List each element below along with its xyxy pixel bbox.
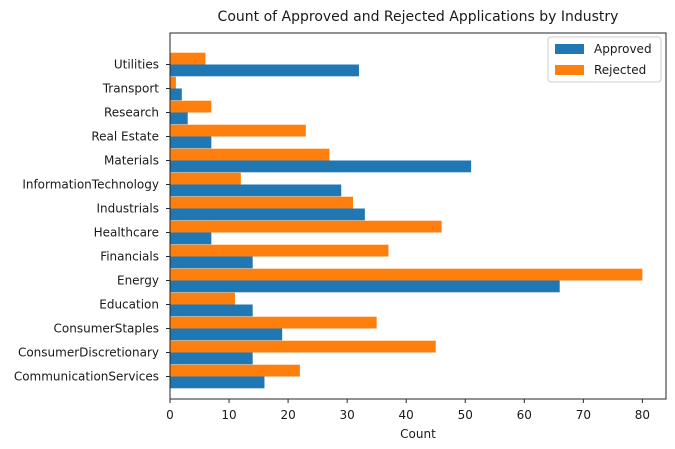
bar-approved-real-estate — [170, 136, 212, 149]
bar-rejected-real-estate — [170, 124, 306, 137]
bar-approved-financials — [170, 256, 253, 269]
x-tick-label: 50 — [458, 408, 473, 422]
x-tick-label: 60 — [517, 408, 532, 422]
y-tick-label: Utilities — [114, 58, 159, 72]
legend-label-rejected: Rejected — [594, 63, 646, 77]
y-tick-label: ConsumerDiscretionary — [18, 346, 159, 360]
bar-approved-industrials — [170, 208, 365, 221]
bar-approved-informationtechnology — [170, 184, 342, 197]
x-tick-label: 80 — [635, 408, 650, 422]
y-tick-label: InformationTechnology — [22, 178, 159, 192]
x-tick-label: 40 — [399, 408, 414, 422]
legend-swatch-rejected — [555, 65, 584, 75]
bar-rejected-education — [170, 292, 235, 305]
y-tick-label: ConsumerStaples — [54, 322, 159, 336]
bar-rejected-financials — [170, 244, 389, 257]
y-tick-label: Healthcare — [94, 226, 159, 240]
bar-rejected-consumerstaples — [170, 316, 377, 329]
bars-group — [170, 52, 643, 389]
bar-approved-education — [170, 304, 253, 317]
bar-rejected-industrials — [170, 196, 354, 209]
bar-rejected-research — [170, 100, 212, 113]
bar-rejected-energy — [170, 268, 643, 281]
y-tick-label: Education — [99, 298, 159, 312]
bar-approved-consumerstaples — [170, 328, 283, 341]
plot-frame — [169, 32, 667, 400]
x-axis-label: Count — [400, 427, 436, 441]
bar-approved-healthcare — [170, 232, 212, 245]
bar-rejected-materials — [170, 148, 330, 161]
bar-approved-utilities — [170, 64, 359, 77]
bar-approved-energy — [170, 280, 560, 293]
y-tick-label: CommunicationServices — [14, 370, 159, 384]
y-tick-label: Real Estate — [91, 130, 159, 144]
x-tick-label: 20 — [280, 408, 295, 422]
bar-approved-research — [170, 112, 188, 125]
y-tick-label: Materials — [104, 154, 159, 168]
y-tick-label: Transport — [102, 82, 160, 96]
bar-rejected-consumerdiscretionary — [170, 340, 436, 353]
x-tick-label: 10 — [221, 408, 236, 422]
bar-approved-consumerdiscretionary — [170, 352, 253, 365]
bar-rejected-utilities — [170, 52, 206, 65]
y-tick-label: Industrials — [96, 202, 159, 216]
bar-rejected-healthcare — [170, 220, 442, 233]
x-tick-label: 0 — [166, 408, 174, 422]
bar-rejected-transport — [170, 76, 176, 89]
legend-swatch-approved — [555, 44, 584, 54]
bar-rejected-communicationservices — [170, 364, 300, 377]
y-tick-label: Energy — [117, 274, 159, 288]
x-axis: 0 10 20 30 40 50 60 70 80 — [166, 399, 650, 422]
legend: Approved Rejected — [547, 36, 662, 83]
x-tick-label: 30 — [340, 408, 355, 422]
y-tick-label: Financials — [100, 250, 159, 264]
bar-approved-communicationservices — [170, 376, 265, 389]
legend-label-approved: Approved — [594, 42, 652, 56]
chart-title: Count of Approved and Rejected Applicati… — [218, 9, 619, 25]
x-tick-label: 70 — [576, 408, 591, 422]
bar-approved-transport — [170, 88, 182, 101]
y-axis: CommunicationServices ConsumerDiscretiona… — [14, 58, 170, 384]
bar-approved-materials — [170, 160, 472, 173]
bar-rejected-informationtechnology — [170, 172, 241, 185]
y-tick-label: Research — [104, 106, 159, 120]
